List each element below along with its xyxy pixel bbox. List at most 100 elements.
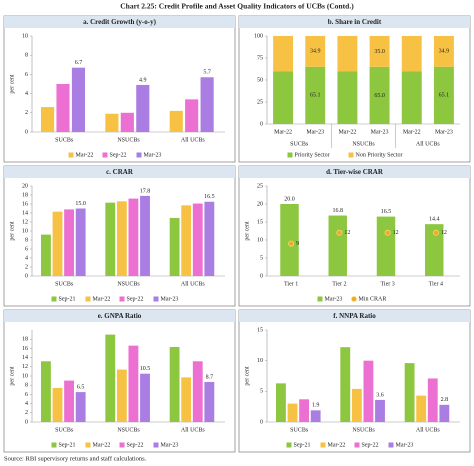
- legend-swatch: [286, 442, 292, 448]
- legend-label: Priority Sector: [295, 152, 330, 158]
- y-tick-label: 6: [25, 72, 28, 78]
- x-tick-label: NSUCBs: [117, 137, 140, 143]
- y-axis-label: per cent: [9, 366, 15, 385]
- panel-header: [4, 16, 235, 28]
- bar-segment: [305, 36, 326, 67]
- bar: [169, 347, 180, 422]
- x-tick-label: SUCBs: [55, 281, 74, 287]
- bar: [340, 347, 351, 422]
- y-tick-label: 4: [25, 91, 28, 97]
- x-tick-label: Mar-22: [274, 129, 292, 135]
- bar: [140, 373, 150, 422]
- bar: [351, 388, 362, 422]
- bar: [105, 202, 116, 276]
- bar: [363, 360, 374, 422]
- data-label: 3.6: [376, 392, 384, 398]
- legend-label: Mar-23: [144, 152, 162, 158]
- y-tick-label: 0: [25, 273, 28, 279]
- bar: [299, 399, 310, 422]
- bar: [75, 208, 86, 276]
- y-tick-label: 5: [260, 389, 263, 395]
- bar: [128, 345, 139, 422]
- bar: [280, 204, 299, 276]
- bar: [140, 195, 150, 276]
- y-tick-label: 12: [22, 364, 28, 370]
- y-tick-label: 10: [257, 237, 263, 243]
- panel-header: [4, 166, 235, 178]
- y-axis-label: per cent: [9, 221, 15, 240]
- legend-label: Mar-23: [325, 296, 343, 302]
- legend-swatch: [102, 152, 108, 158]
- x-tick-label: Tier 4: [429, 281, 443, 287]
- bar: [128, 198, 139, 276]
- data-label: 16.5: [381, 209, 392, 215]
- legend-swatch: [153, 296, 159, 302]
- bar-segment: [305, 66, 326, 124]
- data-label: 2.8: [441, 397, 449, 403]
- data-label: 10.5: [140, 366, 151, 372]
- group-label: SUCBs: [290, 141, 309, 147]
- panel-title: c. CRAR: [106, 168, 134, 176]
- bar: [192, 361, 203, 422]
- marker: [288, 240, 295, 247]
- bar: [64, 380, 75, 422]
- y-tick-label: 18: [22, 337, 28, 343]
- y-tick-label: 16: [22, 201, 28, 207]
- x-tick-label: Mar-23: [435, 129, 453, 135]
- bar: [120, 112, 134, 132]
- y-tick-label: 75: [257, 55, 263, 61]
- y-tick-label: 0: [25, 129, 28, 135]
- legend-label: Sep-21: [59, 442, 76, 448]
- bar: [204, 201, 215, 276]
- y-tick-label: 100: [254, 33, 263, 39]
- data-label: 34.9: [310, 49, 321, 55]
- data-label: 65.1: [310, 93, 321, 99]
- panel-header: [239, 16, 470, 28]
- bar: [204, 381, 215, 422]
- panel-title: e. GNPA Ratio: [98, 312, 142, 320]
- bar: [375, 399, 385, 422]
- data-label: 4.9: [139, 77, 147, 83]
- data-label: 1.9: [312, 403, 320, 409]
- bar: [425, 224, 444, 276]
- legend-swatch: [317, 296, 323, 302]
- panel-header: [239, 310, 470, 322]
- y-tick-label: 50: [257, 77, 263, 83]
- legend-label: Non Priority Sector: [356, 152, 403, 158]
- bar: [52, 211, 63, 276]
- y-tick-label: 4: [25, 401, 28, 407]
- legend-swatch: [85, 442, 91, 448]
- data-label: 14.4: [429, 217, 440, 223]
- y-tick-label: 15: [257, 327, 263, 333]
- data-label: 20.0: [284, 196, 295, 202]
- legend-label: Sep-22: [110, 152, 127, 158]
- bar: [185, 99, 199, 132]
- legend-swatch: [119, 296, 125, 302]
- data-label: 12: [393, 230, 399, 236]
- legend-swatch: [388, 442, 394, 448]
- bar: [41, 107, 55, 132]
- data-label: 6.7: [75, 60, 83, 66]
- bar: [116, 201, 127, 276]
- y-tick-label: 25: [257, 183, 263, 189]
- bar-segment: [433, 36, 454, 67]
- legend-label: Mar-22: [93, 296, 111, 302]
- y-tick-label: 4: [25, 255, 28, 261]
- y-tick-label: 0: [260, 419, 263, 425]
- y-axis-label: per cent: [9, 74, 15, 93]
- x-tick-label: NSUCBs: [117, 281, 140, 287]
- y-axis-label: per cent: [244, 221, 250, 240]
- bar: [416, 395, 427, 422]
- x-tick-label: SUCBs: [290, 427, 309, 433]
- legend-label: Sep-22: [127, 442, 144, 448]
- y-tick-label: 10: [22, 373, 28, 379]
- panel-header: [239, 166, 470, 178]
- bar: [287, 403, 298, 422]
- panel-title: f. NNPA Ratio: [333, 312, 376, 320]
- data-label: 8.7: [206, 374, 214, 380]
- x-tick-label: NSUCBs: [117, 427, 140, 433]
- y-tick-label: 2: [25, 264, 28, 270]
- bar-segment: [433, 66, 454, 124]
- y-tick-label: 8: [25, 383, 28, 389]
- marker: [384, 229, 391, 236]
